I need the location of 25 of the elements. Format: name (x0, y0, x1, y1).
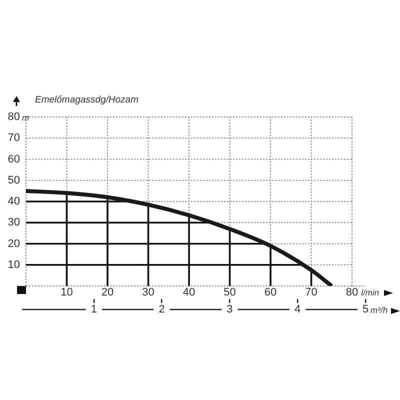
y-tick-label: 80 (8, 111, 20, 124)
x-axis-title: l/min (361, 287, 380, 298)
x2-axis-title: m³/h (370, 304, 388, 315)
x-tick-label: 40 (182, 286, 196, 299)
y-axis-title: m (22, 112, 30, 122)
y-tick-label: 70 (8, 132, 20, 144)
y-tick-label: 40 (8, 196, 20, 208)
x-tick-label: 10 (60, 286, 73, 299)
y-tick-label: 20 (8, 238, 20, 250)
x2-tick-label: 3 (226, 304, 233, 316)
y-tick-label: 10 (8, 258, 20, 271)
x-tick-label: 70 (305, 286, 318, 299)
x-tick-label: 20 (101, 286, 114, 299)
x-tick-label: 50 (224, 286, 236, 299)
y-tick-label: 60 (8, 153, 20, 166)
y-tick-label: 50 (8, 174, 20, 186)
chart-title: Emelőmagassdg/Hozam (35, 94, 139, 106)
x-tick-label: 30 (142, 286, 154, 299)
y-tick-label: 30 (8, 216, 20, 229)
x-tick-label: 80 (346, 286, 358, 299)
x-tick-label: 60 (264, 286, 277, 299)
x2-tick-label: 5 (362, 304, 369, 316)
x2-tick-label: 2 (158, 304, 165, 316)
x2-tick-label: 4 (294, 304, 301, 316)
x2-tick-label: 1 (90, 304, 97, 316)
